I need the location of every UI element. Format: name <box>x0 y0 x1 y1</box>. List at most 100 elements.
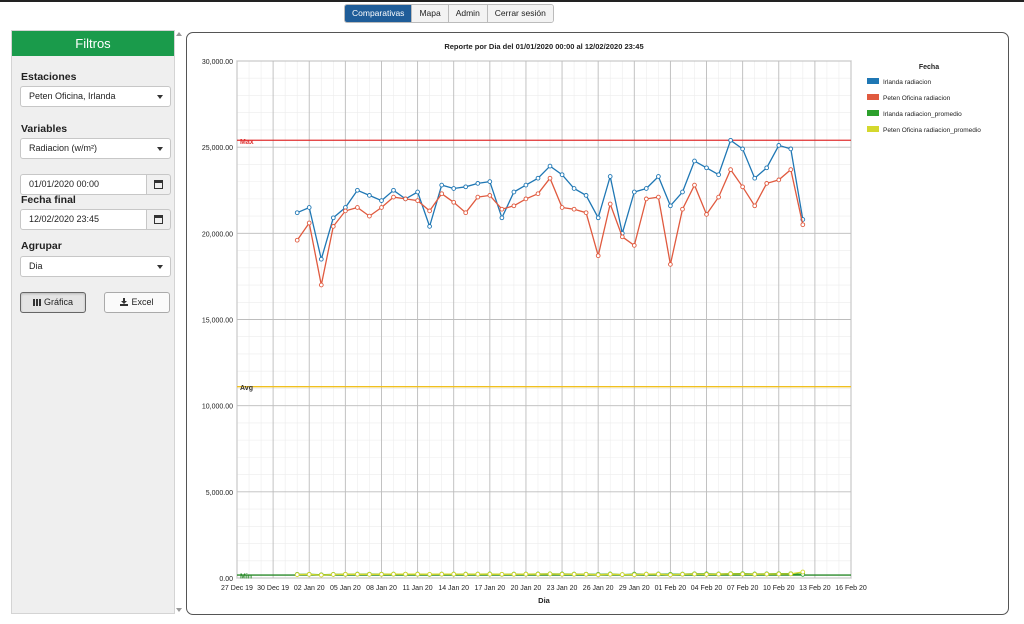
series-1-point <box>499 215 505 221</box>
legend-swatch <box>867 126 879 132</box>
bar-chart-icon <box>32 299 41 306</box>
series-1-point <box>463 184 469 190</box>
y-tick-label: 30,000.00 <box>202 59 233 66</box>
series-4-point <box>355 571 360 577</box>
series-1-point <box>788 146 794 152</box>
fecha-final-field[interactable]: 12/02/2020 23:45 <box>20 209 147 230</box>
x-tick-label: 14 Jan 20 <box>438 585 469 592</box>
grafica-button[interactable]: Gráfica <box>20 292 86 313</box>
x-tick-label: 23 Jan 20 <box>547 585 578 592</box>
series-2-point <box>656 194 661 200</box>
series-4-point <box>391 571 396 577</box>
series-1-point <box>318 256 324 262</box>
series-1-point <box>716 172 721 178</box>
series-1-point <box>752 175 758 181</box>
series-4-point <box>716 571 721 577</box>
variables-select[interactable]: Radiacion (w/m²) <box>20 138 171 159</box>
series-1-point <box>547 163 553 169</box>
chevron-down-icon <box>157 95 163 99</box>
series-2-point <box>499 206 505 212</box>
series-4-point <box>306 572 312 577</box>
series-1-point <box>656 174 661 179</box>
series-1-point <box>559 172 565 178</box>
series-4-point <box>692 571 697 577</box>
nav-tab-mapa[interactable]: Mapa <box>412 5 449 22</box>
series-4-point <box>523 571 529 577</box>
series-4-point <box>294 572 300 577</box>
legend-entry: Peten Oficina radiacion_promedio <box>883 127 981 134</box>
series-4-point <box>415 571 420 577</box>
series-4-point <box>776 571 782 577</box>
agrupar-select[interactable]: Dia <box>20 256 171 277</box>
series-4-point <box>535 571 541 577</box>
series-4-point <box>439 571 445 577</box>
fecha-inicial-field[interactable]: 01/01/2020 00:00 <box>20 174 147 195</box>
x-tick-label: 27 Dec 19 <box>221 585 253 592</box>
series-1-point <box>607 174 613 179</box>
y-tick-label: 0.00 <box>219 576 233 583</box>
chevron-down-icon <box>157 265 163 269</box>
sidebar-title: Filtros <box>12 31 174 56</box>
series-2-point <box>643 196 649 202</box>
series-4-point <box>607 571 613 577</box>
nav-tab-admin[interactable]: Admin <box>448 5 488 22</box>
series-1-point <box>595 215 601 221</box>
series-2-point <box>355 205 360 210</box>
agrupar-label: Agrupar <box>21 240 62 252</box>
series-2-point <box>704 212 709 217</box>
series-2-point <box>367 213 372 219</box>
fecha-inicial-calendar-button[interactable] <box>147 174 171 195</box>
estaciones-select[interactable]: Peten Oficina, Irlanda <box>20 86 171 107</box>
series-4-point <box>728 571 733 577</box>
series-1-point <box>415 189 420 195</box>
excel-button[interactable]: Excel <box>104 292 170 313</box>
chevron-down-icon <box>157 147 163 151</box>
series-4-point <box>764 571 770 577</box>
series-2-point <box>487 193 493 198</box>
x-tick-label: 30 Dec 19 <box>257 585 289 592</box>
series-4-point <box>463 571 469 577</box>
series-1-point <box>475 181 481 186</box>
series-4-point <box>571 571 577 577</box>
x-tick-label: 05 Jan 20 <box>330 585 361 592</box>
chart-panel: 0.00 5,000.00 10,000.00 15,000.00 20,000.00 2… <box>186 32 1009 615</box>
fecha-inicial-input-group: 01/01/2020 00:00 <box>20 174 171 195</box>
x-tick-label: 08 Jan 20 <box>366 585 397 592</box>
fecha-final-input-group: 12/02/2020 23:45 <box>20 209 171 230</box>
fecha-final-label: Fecha final <box>21 194 76 206</box>
series-2-point <box>607 201 613 207</box>
series-1-point <box>523 182 529 188</box>
series-1-point <box>571 186 577 191</box>
variables-value: Radiacion (w/m²) <box>29 143 98 153</box>
series-2-point <box>379 205 384 210</box>
series-1-point <box>776 143 782 148</box>
nav-tab-cerrar-sesi-n[interactable]: Cerrar sesión <box>487 5 553 22</box>
fecha-final-calendar-button[interactable] <box>147 209 171 230</box>
series-4-point <box>499 571 505 577</box>
series-4-point <box>318 572 324 578</box>
series-2-point <box>535 191 541 197</box>
series-2-point <box>451 199 457 205</box>
series-1-point <box>631 189 637 195</box>
legend-title: Fecha <box>919 64 939 71</box>
series-4-point <box>788 571 794 577</box>
series-2-point <box>415 198 420 203</box>
estaciones-label: Estaciones <box>21 71 77 83</box>
scroll-down-arrow-icon[interactable] <box>176 608 182 612</box>
nav-tab-comparativas[interactable]: Comparativas <box>345 5 413 22</box>
series-2-point <box>800 222 806 228</box>
series-2-point <box>330 224 336 229</box>
series-2-point <box>764 181 770 186</box>
x-tick-label: 29 Jan 20 <box>619 585 650 592</box>
series-2-point <box>619 234 625 240</box>
series-1-point <box>391 187 396 193</box>
scroll-up-arrow-icon[interactable] <box>176 32 182 36</box>
series-2-point <box>583 210 589 216</box>
series-1-point <box>728 137 733 143</box>
y-tick-label: 20,000.00 <box>202 231 233 238</box>
agrupar-value: Dia <box>29 261 43 271</box>
series-4-point <box>668 572 673 578</box>
series-4-point <box>800 569 806 575</box>
x-tick-label: 04 Feb 20 <box>691 585 723 592</box>
series-1-point <box>680 189 685 195</box>
